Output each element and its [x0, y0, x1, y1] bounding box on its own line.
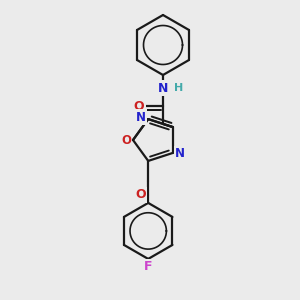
- Text: O: O: [134, 100, 144, 112]
- Text: N: N: [175, 147, 185, 161]
- Text: O: O: [121, 134, 131, 146]
- Text: H: H: [174, 83, 184, 93]
- Text: O: O: [135, 188, 146, 201]
- Text: N: N: [136, 111, 146, 124]
- Text: F: F: [144, 260, 152, 273]
- Text: N: N: [158, 82, 168, 94]
